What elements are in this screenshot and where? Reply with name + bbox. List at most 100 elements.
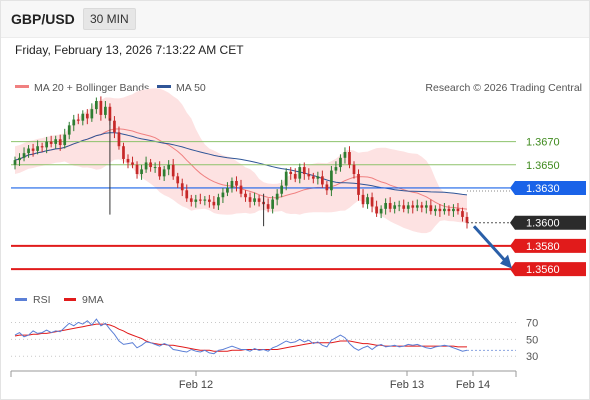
- pivot-tag: [510, 180, 586, 195]
- candle-body: [171, 164, 175, 177]
- support-tag-5: [510, 262, 586, 277]
- candle-body: [330, 170, 333, 191]
- candle-body: [379, 208, 383, 214]
- candle-body: [302, 167, 306, 175]
- candle-body: [36, 146, 39, 151]
- candle-body: [316, 176, 320, 179]
- candle-body: [352, 164, 356, 175]
- ma50-legend-label: MA 50: [176, 82, 206, 94]
- candle-body: [126, 158, 130, 163]
- candle-body: [415, 205, 419, 208]
- candle-body: [284, 171, 288, 186]
- candle-body: [257, 198, 261, 202]
- candle-body: [452, 208, 455, 212]
- candle-body: [230, 180, 234, 188]
- candle-body: [131, 162, 134, 165]
- candle-body: [208, 199, 211, 202]
- candle-body: [203, 199, 207, 201]
- candle-body: [424, 205, 428, 208]
- candle-body: [357, 174, 360, 195]
- forecast-arrow-line: [472, 225, 507, 262]
- candle-body: [18, 157, 21, 161]
- support-tag-4: [510, 238, 586, 253]
- candle-body: [321, 176, 324, 185]
- candle-body: [45, 141, 48, 148]
- candle-body: [289, 171, 293, 175]
- time-axis-label: Feb 14: [456, 379, 490, 391]
- candle-body: [122, 146, 125, 159]
- candle-body: [153, 167, 157, 169]
- candle-body: [244, 193, 247, 198]
- time-axis-label: Feb 12: [179, 379, 213, 391]
- candle-body: [85, 113, 89, 119]
- candle-body: [40, 146, 44, 148]
- candle-body: [307, 174, 311, 177]
- timestamp: Friday, February 13, 2026 7:13:22 AM CET: [15, 43, 244, 57]
- pivot-label: 1.3630: [526, 183, 560, 195]
- candle-body: [22, 153, 26, 158]
- candle-body: [99, 101, 103, 115]
- candle-body: [406, 205, 410, 209]
- rsi-legend-swatch: [15, 298, 27, 301]
- rsi-tick-label: 30: [526, 351, 538, 363]
- candle-body: [375, 206, 378, 214]
- candle-body: [434, 208, 437, 212]
- candle-body: [27, 148, 30, 154]
- candle-body: [275, 193, 279, 200]
- rsi-tick-label: 70: [526, 317, 538, 329]
- last-price-label: 1.3600: [526, 218, 560, 230]
- candle-body: [343, 152, 347, 158]
- candle-body: [280, 185, 284, 194]
- candle-body: [162, 169, 166, 177]
- candle-body: [144, 162, 148, 170]
- resistance-label-0: 1.3670: [526, 137, 560, 149]
- candle-body: [49, 141, 53, 144]
- ma20-legend-swatch: [15, 85, 29, 88]
- candle-body: [429, 205, 433, 212]
- candle-body: [402, 205, 406, 209]
- candle-body: [212, 201, 216, 206]
- candle-body: [271, 199, 274, 209]
- candle-body: [248, 197, 252, 202]
- header-bar: GBP/USD 30 MIN: [1, 1, 589, 38]
- ma50-legend-swatch: [157, 85, 171, 88]
- candle-body: [298, 167, 302, 179]
- candle-body: [325, 184, 329, 191]
- candle-body: [461, 211, 464, 217]
- candle-body: [72, 119, 76, 126]
- candle-body: [104, 106, 107, 115]
- candle-body: [13, 160, 17, 165]
- last-price-tag: [510, 215, 586, 230]
- bollinger-band-area: [15, 88, 467, 234]
- candle-body: [217, 197, 220, 206]
- candle-body: [443, 208, 446, 212]
- candle-body: [456, 208, 460, 212]
- candle-body: [348, 152, 351, 165]
- candle-body: [176, 176, 180, 184]
- candle-body: [447, 208, 451, 212]
- forecast-arrowhead: [500, 254, 512, 269]
- candle-body: [67, 125, 71, 135]
- support-label-5: 1.3560: [526, 264, 560, 276]
- candle-body: [361, 194, 365, 205]
- candle-body: [158, 167, 161, 177]
- candle-body: [140, 169, 143, 175]
- candle-body: [135, 164, 139, 175]
- attribution: Research © 2026 Trading Central: [425, 82, 582, 94]
- candle-body: [149, 162, 152, 168]
- rsi-ma-legend-label: 9MA: [82, 294, 104, 306]
- candle-body: [239, 185, 243, 194]
- candle-body: [108, 106, 112, 121]
- candle-body: [221, 192, 225, 198]
- timeframe-button[interactable]: 30 MIN: [83, 8, 136, 30]
- ma50-line: [14, 132, 468, 196]
- candle-body: [339, 157, 342, 168]
- candle-body: [293, 174, 297, 179]
- candle-body: [388, 203, 392, 209]
- candle-body: [411, 205, 415, 208]
- candle-body: [180, 183, 184, 191]
- support-label-4: 1.3580: [526, 241, 560, 253]
- candle-body: [117, 132, 121, 147]
- candle-body: [366, 197, 369, 205]
